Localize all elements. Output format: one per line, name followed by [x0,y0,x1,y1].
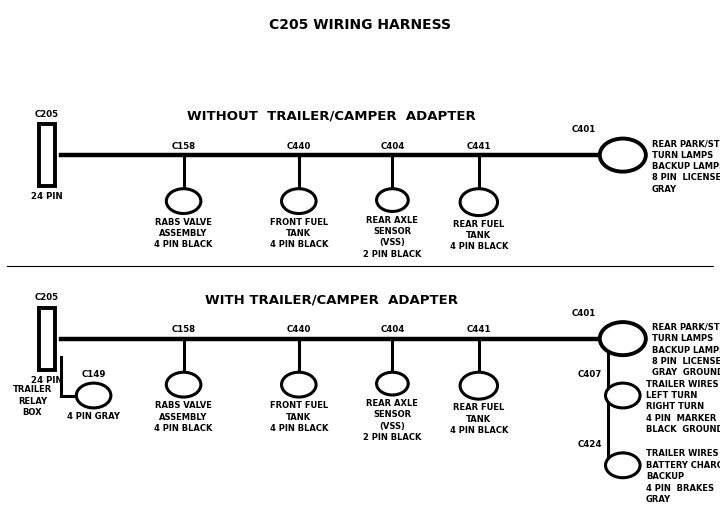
Circle shape [282,372,316,397]
Text: RIGHT TURN: RIGHT TURN [646,402,704,412]
Text: TANK: TANK [467,231,491,240]
Text: (VSS): (VSS) [379,422,405,431]
Text: 2 PIN BLACK: 2 PIN BLACK [363,433,422,442]
Text: WITH TRAILER/CAMPER  ADAPTER: WITH TRAILER/CAMPER ADAPTER [204,293,458,307]
Text: REAR PARK/STOP: REAR PARK/STOP [652,139,720,148]
Text: 8 PIN  LICENSE LAMPS: 8 PIN LICENSE LAMPS [652,357,720,366]
Text: C149: C149 [81,370,106,379]
Circle shape [377,189,408,211]
Text: 24 PIN: 24 PIN [31,192,63,201]
Text: REAR FUEL: REAR FUEL [453,403,505,412]
Text: C401: C401 [572,309,596,318]
Text: GRAY  GROUND: GRAY GROUND [652,368,720,377]
Text: C205: C205 [35,294,59,302]
Text: TURN LAMPS: TURN LAMPS [652,334,713,343]
Text: C441: C441 [467,326,491,334]
Text: TRAILER: TRAILER [13,385,52,394]
Text: 8 PIN  LICENSE LAMPS: 8 PIN LICENSE LAMPS [652,173,720,183]
Text: BACKUP LAMPS: BACKUP LAMPS [652,345,720,355]
Text: BATTERY CHARGE: BATTERY CHARGE [646,461,720,470]
Text: FRONT FUEL: FRONT FUEL [270,218,328,226]
Text: TANK: TANK [287,229,311,238]
Text: LEFT TURN: LEFT TURN [646,391,697,400]
Text: 2 PIN BLACK: 2 PIN BLACK [363,250,422,258]
Text: TRAILER WIRES: TRAILER WIRES [646,379,719,389]
Circle shape [377,372,408,395]
Text: 24 PIN: 24 PIN [31,376,63,385]
Text: C407: C407 [577,370,602,379]
Circle shape [606,383,640,408]
Text: 4 PIN  BRAKES: 4 PIN BRAKES [646,483,714,493]
Circle shape [600,139,646,172]
Text: C158: C158 [171,142,196,151]
Text: 4 PIN BLACK: 4 PIN BLACK [154,240,213,249]
Text: BLACK  GROUND: BLACK GROUND [646,425,720,434]
Text: (VSS): (VSS) [379,238,405,247]
Text: SENSOR: SENSOR [374,227,411,236]
Text: C158: C158 [171,326,196,334]
Text: GRAY: GRAY [652,185,677,194]
Text: BACKUP LAMPS: BACKUP LAMPS [652,162,720,171]
Circle shape [282,189,316,214]
Text: REAR AXLE: REAR AXLE [366,216,418,224]
Text: REAR FUEL: REAR FUEL [453,220,505,229]
Text: WITHOUT  TRAILER/CAMPER  ADAPTER: WITHOUT TRAILER/CAMPER ADAPTER [186,110,476,123]
Text: C401: C401 [572,126,596,134]
Text: BOX: BOX [22,408,42,417]
Text: 4 PIN BLACK: 4 PIN BLACK [154,424,213,433]
Text: ASSEMBLY: ASSEMBLY [159,413,208,421]
Text: REAR PARK/STOP: REAR PARK/STOP [652,323,720,332]
Text: 4 PIN BLACK: 4 PIN BLACK [269,424,328,433]
Text: SENSOR: SENSOR [374,410,411,419]
Text: 4 PIN GRAY: 4 PIN GRAY [67,412,120,421]
Circle shape [166,372,201,397]
Circle shape [606,453,640,478]
Text: 4 PIN BLACK: 4 PIN BLACK [449,242,508,251]
Text: TANK: TANK [467,415,491,423]
Text: REAR AXLE: REAR AXLE [366,399,418,408]
Bar [39,124,55,186]
Circle shape [76,383,111,408]
Text: C440: C440 [287,142,311,151]
Text: TRAILER WIRES: TRAILER WIRES [646,449,719,459]
Text: FRONT FUEL: FRONT FUEL [270,401,328,410]
Text: 4 PIN  MARKER: 4 PIN MARKER [646,414,716,423]
Text: C205: C205 [35,110,59,119]
Text: GRAY: GRAY [646,495,671,504]
Text: C404: C404 [380,142,405,151]
Text: TANK: TANK [287,413,311,421]
Text: RABS VALVE: RABS VALVE [156,218,212,226]
Circle shape [460,372,498,399]
Text: TURN LAMPS: TURN LAMPS [652,150,713,160]
Text: C404: C404 [380,326,405,334]
Text: C424: C424 [577,440,602,449]
Text: 4 PIN BLACK: 4 PIN BLACK [269,240,328,249]
Text: RELAY: RELAY [18,397,47,405]
Text: 4 PIN BLACK: 4 PIN BLACK [449,426,508,435]
Circle shape [600,322,646,355]
Text: C441: C441 [467,142,491,151]
Text: C440: C440 [287,326,311,334]
Text: C205 WIRING HARNESS: C205 WIRING HARNESS [269,18,451,32]
Text: RABS VALVE: RABS VALVE [156,401,212,410]
Circle shape [166,189,201,214]
Text: BACKUP: BACKUP [646,472,684,481]
Text: ASSEMBLY: ASSEMBLY [159,229,208,238]
Bar [39,308,55,370]
Circle shape [460,189,498,216]
